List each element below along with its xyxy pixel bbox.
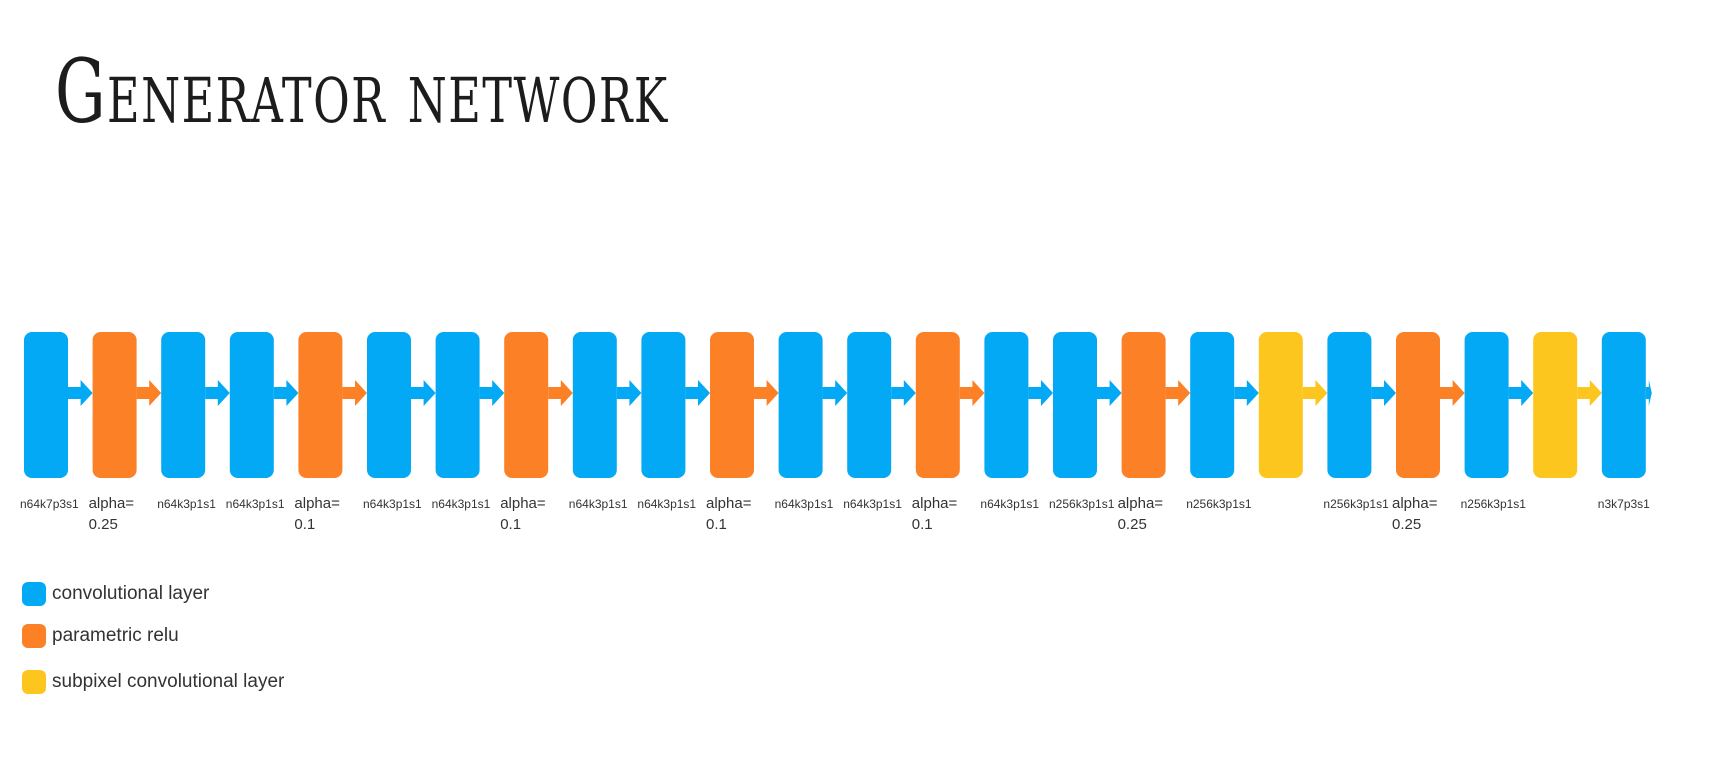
arrow: [1097, 380, 1122, 406]
layer-conv: [229, 332, 274, 478]
layer-prelu: [298, 332, 343, 478]
arrow: [1165, 380, 1191, 406]
arrow: [1028, 380, 1053, 406]
arrow: [1508, 380, 1534, 406]
layer-conv: [641, 332, 686, 478]
layer-label: alpha=: [912, 495, 958, 512]
layer-label: n256k3p1s1: [1323, 497, 1389, 511]
layer-label: n256k3p1s1: [1186, 497, 1252, 511]
layer-label: n256k3p1s1: [1049, 497, 1115, 511]
layer-conv: [24, 332, 68, 478]
layer-label: 0.25: [1118, 516, 1147, 533]
arrow: [548, 380, 573, 406]
layer-subpixel: [1533, 332, 1578, 478]
layer-conv: [435, 332, 480, 478]
layer-conv: [1327, 332, 1372, 478]
legend-label-subpixel: subpixel convolutional layer: [52, 671, 285, 692]
arrow: [342, 380, 367, 406]
layer-prelu: [1396, 332, 1440, 478]
layer-label: n64k3p1s1: [843, 497, 902, 511]
arrow: [685, 380, 710, 406]
legend-label-conv: convolutional layer: [52, 583, 210, 604]
layer-prelu: [1121, 332, 1166, 478]
layer-label: n64k3p1s1: [226, 497, 285, 511]
layer-label: alpha=: [1118, 495, 1164, 512]
layer-label: n64k3p1s1: [363, 497, 422, 511]
layer-prelu: [915, 332, 960, 478]
arrow: [754, 380, 779, 406]
layer-conv: [984, 332, 1029, 478]
layer-prelu: [504, 332, 549, 478]
layer-conv: [1464, 332, 1509, 478]
layer-label: n64k3p1s1: [637, 497, 696, 511]
layer-label: n256k3p1s1: [1461, 497, 1527, 511]
arrow: [1440, 380, 1465, 406]
layer-label: n3k7p3s1: [1598, 497, 1650, 511]
arrow: [136, 380, 162, 406]
layer-label: alpha=: [89, 495, 135, 512]
layer-label: 0.1: [912, 516, 933, 533]
layer-prelu: [92, 332, 137, 478]
layer-conv: [1601, 332, 1646, 478]
arrow: [1371, 380, 1396, 406]
layer-label: 0.1: [500, 516, 521, 533]
arrow: [1234, 380, 1259, 406]
arrow: [1302, 380, 1328, 406]
layer-label: 0.25: [1392, 516, 1421, 533]
layer-label: n64k3p1s1: [569, 497, 628, 511]
layer-conv: [161, 332, 206, 478]
arrow: [205, 380, 230, 406]
layer-label: alpha=: [294, 495, 340, 512]
legend-item-prelu: parametric relu: [22, 624, 179, 648]
layer-label: n64k3p1s1: [775, 497, 834, 511]
conv-swatch: [22, 582, 46, 606]
layer-label: 0.1: [294, 516, 315, 533]
layer-label: alpha=: [1392, 495, 1438, 512]
layer-label: n64k3p1s1: [980, 497, 1039, 511]
legend-item-subpixel: subpixel convolutional layer: [22, 670, 284, 694]
arrow: [1645, 380, 1652, 406]
legend-label-prelu: parametric relu: [52, 625, 179, 646]
arrow: [273, 380, 299, 406]
layer-label: n64k7p3s1: [20, 497, 79, 511]
layer-conv: [778, 332, 823, 478]
layer-label: 0.1: [706, 516, 727, 533]
layer-prelu: [710, 332, 754, 478]
layer-conv: [1053, 332, 1097, 478]
arrow: [822, 380, 848, 406]
layer-conv: [367, 332, 411, 478]
subpixel-swatch: [22, 670, 46, 694]
legend-item-conv: convolutional layer: [22, 582, 209, 606]
arrow: [959, 380, 985, 406]
layer-conv: [847, 332, 892, 478]
arrow: [891, 380, 916, 406]
arrow: [68, 380, 93, 406]
arrow: [616, 380, 642, 406]
layer-conv: [1190, 332, 1235, 478]
layer-label: n64k3p1s1: [157, 497, 216, 511]
generator-network-diagram: n64k7p3s1 alpha= 0.25 n64k3p1s1 n64k3p1s1 alp…: [20, 332, 1652, 533]
layer-conv: [572, 332, 617, 478]
page-title: Generator network: [55, 40, 669, 143]
layer-label: alpha=: [500, 495, 546, 512]
layer-label: 0.25: [89, 516, 118, 533]
arrow: [1577, 380, 1602, 406]
layer-subpixel: [1258, 332, 1303, 478]
layer-label: n64k3p1s1: [432, 497, 491, 511]
arrow: [479, 380, 505, 406]
layer-label: alpha=: [706, 495, 752, 512]
arrow: [411, 380, 436, 406]
prelu-swatch: [22, 624, 46, 648]
